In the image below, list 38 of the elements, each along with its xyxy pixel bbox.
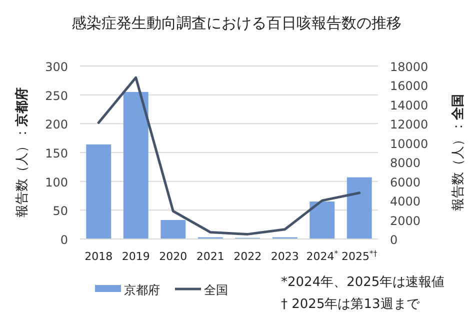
bar [123,92,148,239]
y-tick-label: 50 [52,204,68,218]
bar [310,202,335,239]
y2-tick-label: 10000 [390,136,428,151]
y2-tick-label: 8000 [390,156,421,170]
y2-tick-label: 6000 [390,175,421,190]
text: † 2025年は第13週まで [281,297,420,312]
bar [86,144,112,239]
line-series [97,76,361,236]
y-tick-label: 300 [45,60,68,74]
x-tick-label: 2025$^{*†}$ [342,248,378,263]
bar [160,220,186,239]
y2-axis-title: 報告数（人）：全国 [451,94,466,211]
legend-label: 全国 [204,283,228,297]
x-tick-label: 2019 [122,250,150,263]
y-tick-label: 200 [45,118,68,132]
legend-label: 京都府 [124,283,160,297]
x-tick-label: 2020 [159,250,188,263]
y2-tick-label: 14000 [390,98,428,112]
y2-tick-label: 18000 [390,60,428,74]
x-tick-label: 2018 [84,250,113,263]
x-tick-label: 2022 [234,250,262,263]
y2-tick-label: 16000 [390,79,428,94]
x-tick-label: 2023 [270,250,299,263]
x-tick-label: 2021 [196,250,224,263]
chart-title: 感染症発生動向調査における百日咳報告数の推移 [72,14,402,32]
y-tick-label: 0 [60,233,68,247]
x-tick-label: 2024$^{*}$ [306,248,338,263]
y2-tick-label: 2000 [390,214,421,228]
y-tick-label: 150 [45,146,68,160]
bar [346,177,372,239]
y2-tick-label: 12000 [390,118,428,132]
y-tick-label: 100 [45,175,68,190]
y2-tick-label: 0 [390,233,398,247]
y2-tick-label: 4000 [390,194,421,209]
y-axis-title: 報告数（人）：京都府 [14,88,30,218]
text: *2024年、2025年は速報値 [281,275,445,290]
y-tick-label: 250 [45,88,68,103]
